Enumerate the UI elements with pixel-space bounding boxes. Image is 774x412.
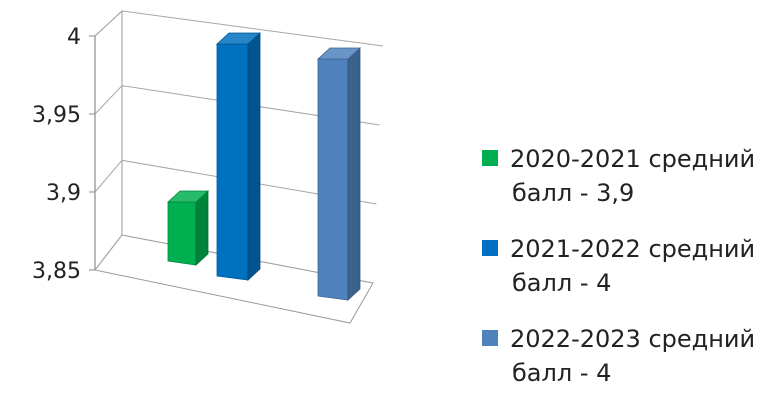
legend-label-line-1: 2020-2021 средний [510, 142, 770, 176]
legend-item-2021-2022: 2021-2022 средний балл - 4 [480, 232, 770, 300]
left-wall-outline [95, 11, 122, 270]
legend-item-2022-2023: 2022-2023 средний балл - 4 [480, 322, 770, 390]
bar-2 [217, 33, 260, 280]
bar-front-face [168, 202, 196, 265]
y-tick-label: 3,85 [32, 259, 81, 284]
bar-1 [168, 191, 208, 265]
bar-side-face [248, 33, 260, 280]
y-tick-label: 3,95 [32, 103, 81, 128]
chart-area: 3,85 3,9 3,95 4 2020-2021 средний балл - 3,… [0, 0, 774, 401]
legend-label-line-2: балл - 3,9 [510, 176, 770, 210]
legend-label-line-2: балл - 4 [510, 356, 770, 390]
legend-item-2020-2021: 2020-2021 средний балл - 3,9 [480, 142, 770, 210]
bar-front-face [217, 44, 248, 280]
bar-side-face [196, 191, 208, 265]
legend-label-line-1: 2021-2022 средний [510, 232, 770, 266]
chart-bars [168, 33, 360, 300]
legend-label-line-1: 2022-2023 средний [510, 322, 770, 356]
y-tick-label: 3,9 [46, 181, 81, 206]
y-tick-label: 4 [67, 25, 81, 50]
bar-side-face [348, 48, 360, 300]
legend-swatch-2021-2022 [482, 240, 498, 256]
legend-label-line-2: балл - 4 [510, 266, 770, 300]
legend-swatch-2022-2023 [482, 330, 498, 346]
bar-front-face [318, 59, 348, 300]
y-axis-tick-labels: 3,85 3,9 3,95 4 [32, 25, 81, 284]
bar-3 [318, 48, 360, 300]
chart-legend: 2020-2021 средний балл - 3,9 2021-2022 с… [480, 142, 770, 412]
legend-swatch-2020-2021 [482, 150, 498, 166]
